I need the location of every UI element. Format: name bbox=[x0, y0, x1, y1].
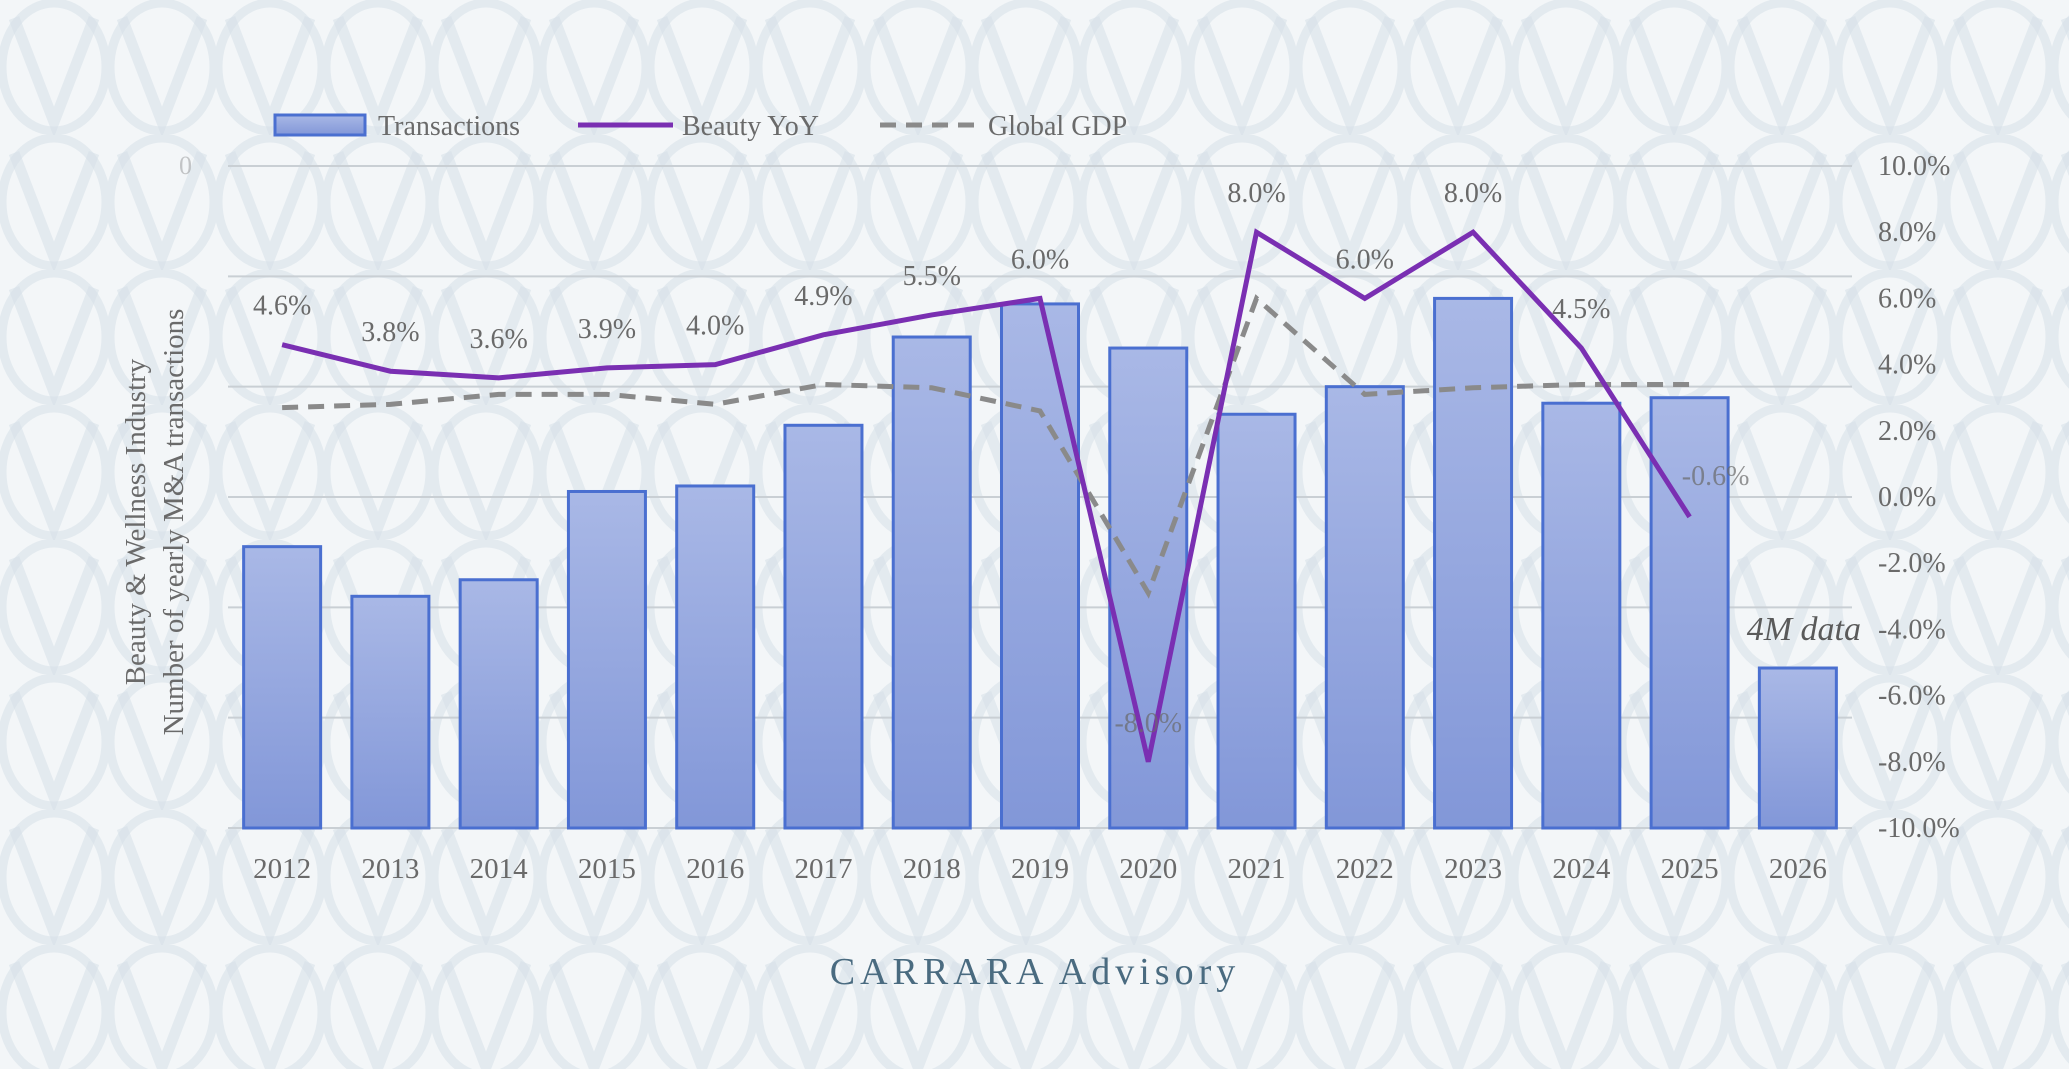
global-gdp-line bbox=[282, 294, 1690, 599]
beauty-yoy-data-label: 6.0% bbox=[1011, 244, 1069, 275]
global-gdp-series bbox=[282, 294, 1690, 599]
transactions-bar-2025 bbox=[1649, 396, 1730, 830]
transactions-bar-2024 bbox=[1541, 401, 1622, 830]
right-tick-label: -6.0% bbox=[1878, 681, 1946, 712]
x-tick-label: 2021 bbox=[1228, 853, 1286, 885]
beauty-yoy-data-label: 8.0% bbox=[1227, 178, 1285, 209]
x-tick-label: 2025 bbox=[1661, 853, 1719, 885]
transactions-bar-2016 bbox=[675, 484, 756, 830]
right-tick-label: -2.0% bbox=[1878, 548, 1946, 579]
beauty-yoy-series bbox=[281, 228, 1692, 763]
beauty-yoy-data-label: 4.6% bbox=[253, 291, 311, 322]
right-tick-label: 0.0% bbox=[1878, 482, 1936, 513]
x-tick-label: 2026 bbox=[1769, 853, 1827, 885]
y-axis-label-line: Number of yearly M&A transactions bbox=[158, 309, 190, 736]
x-tick-label: 2024 bbox=[1552, 853, 1611, 885]
transactions-bar-2020 bbox=[1108, 346, 1189, 830]
transactions-bars bbox=[242, 296, 1838, 830]
x-tick-label: 2013 bbox=[361, 853, 419, 885]
x-tick-label: 2020 bbox=[1119, 853, 1177, 885]
transactions-bar-2018 bbox=[891, 335, 972, 830]
transactions-bar-2022 bbox=[1324, 385, 1405, 830]
beauty-yoy-data-label: 4.5% bbox=[1552, 294, 1610, 325]
y-axis-label-line: Beauty & Wellness Industry bbox=[120, 358, 152, 685]
legend: Transactions Beauty YoY Global GDP bbox=[273, 111, 1127, 142]
x-tick-label: 2022 bbox=[1336, 853, 1394, 885]
right-axis-ticks: 10.0% 8.0% 6.0% 4.0% 2.0% 0.0% -2.0% -4.0% -6.0%… bbox=[1878, 151, 1960, 844]
annotations: 4M data bbox=[1747, 611, 1861, 648]
transactions-bar-2015 bbox=[566, 489, 647, 830]
legend-transactions-swatch bbox=[273, 113, 367, 137]
beauty-yoy-data-label: 6.0% bbox=[1336, 244, 1394, 275]
transactions-bar-2013 bbox=[350, 594, 431, 830]
x-axis-ticks: 2012 2013 2014 2015 2016 2017 2018 2019 2020 2021… bbox=[253, 853, 1827, 885]
right-tick-label: 8.0% bbox=[1878, 217, 1936, 248]
x-tick-label: 2023 bbox=[1444, 853, 1502, 885]
beauty-yoy-data-label: 4.9% bbox=[794, 281, 852, 312]
transactions-bar-2014 bbox=[458, 578, 539, 830]
beauty-yoy-data-label: 8.0% bbox=[1444, 178, 1502, 209]
beauty-yoy-data-label: 3.6% bbox=[470, 324, 528, 355]
transactions-bar-2026 bbox=[1757, 666, 1838, 830]
legend-transactions-label: Transactions bbox=[378, 111, 520, 142]
x-tick-label: 2018 bbox=[903, 853, 961, 885]
right-tick-label: 6.0% bbox=[1878, 283, 1936, 314]
transactions-bar-2012 bbox=[242, 545, 323, 830]
transactions-bar-2019 bbox=[1000, 302, 1080, 830]
left-axis-ticks: 0 bbox=[179, 151, 192, 180]
x-tick-label: 2012 bbox=[253, 853, 311, 885]
right-tick-label: -10.0% bbox=[1878, 813, 1960, 844]
brand-name: CARRARA Advisory bbox=[830, 951, 1240, 993]
x-tick-label: 2014 bbox=[470, 853, 529, 885]
y-axis-label: Beauty & Wellness Industry Number of year… bbox=[120, 309, 190, 736]
right-tick-label: 4.0% bbox=[1878, 350, 1936, 381]
left-tick-label: 0 bbox=[179, 151, 192, 180]
beauty-yoy-data-label: -0.6% bbox=[1682, 461, 1750, 492]
annotation-4m-data: 4M data bbox=[1747, 611, 1861, 648]
beauty-yoy-data-label: 4.0% bbox=[686, 311, 744, 342]
right-tick-label: 10.0% bbox=[1878, 151, 1950, 182]
transactions-bar-2023 bbox=[1433, 296, 1514, 830]
right-tick-label: -4.0% bbox=[1878, 614, 1946, 645]
x-tick-label: 2017 bbox=[794, 853, 852, 885]
right-tick-label: 2.0% bbox=[1878, 416, 1936, 447]
x-tick-label: 2015 bbox=[578, 853, 636, 885]
beauty-yoy-labels: 4.6% 3.8% 3.6% 3.9% 4.0% 4.9% 5.5% 6.0% -8.0% 8.0… bbox=[253, 178, 1749, 739]
transactions-bar-2017 bbox=[783, 423, 864, 830]
legend-gdp-label: Global GDP bbox=[988, 111, 1127, 142]
x-tick-label: 2019 bbox=[1011, 853, 1069, 885]
x-tick-label: 2016 bbox=[686, 853, 744, 885]
beauty-yoy-data-label: 3.9% bbox=[578, 314, 636, 345]
beauty-yoy-data-label: -8.0% bbox=[1114, 708, 1182, 739]
beauty-yoy-line bbox=[281, 228, 1692, 763]
legend-beauty-label: Beauty YoY bbox=[682, 111, 819, 142]
right-tick-label: -8.0% bbox=[1878, 747, 1946, 778]
beauty-yoy-data-label: 3.8% bbox=[361, 317, 419, 348]
transactions-bar-2021 bbox=[1216, 412, 1297, 830]
beauty-yoy-data-label: 5.5% bbox=[903, 261, 961, 292]
